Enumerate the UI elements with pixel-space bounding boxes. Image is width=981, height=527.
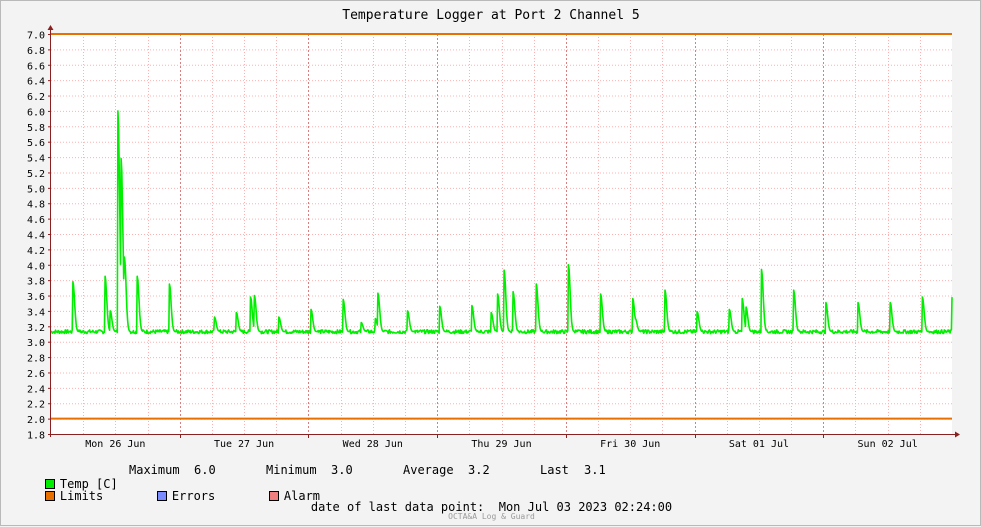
y-tick-label: 5.2 xyxy=(27,169,45,180)
y-tick-label: 2.8 xyxy=(27,354,45,365)
y-tick-label: 4.4 xyxy=(27,231,45,242)
temp-series-line xyxy=(50,110,953,335)
x-tick-label: Mon 26 Jun xyxy=(85,439,145,450)
y-tick-label: 1.8 xyxy=(27,431,45,442)
y-tick-label: 3.2 xyxy=(27,323,45,334)
y-tick-label: 4.0 xyxy=(27,261,45,272)
last-label: Last xyxy=(540,463,569,477)
y-tick-label: 2.6 xyxy=(27,369,45,380)
x-tick-label: Wed 28 Jun xyxy=(343,439,403,450)
y-tick-label: 3.0 xyxy=(27,338,45,349)
last-value: 3.1 xyxy=(584,463,606,477)
y-axis-arrow xyxy=(47,25,54,30)
y-tick-label: 5.6 xyxy=(27,138,45,149)
legend-row-alarm: Alarm xyxy=(240,475,320,517)
y-tick-label: 6.6 xyxy=(27,61,45,72)
y-tick-label: 3.8 xyxy=(27,277,45,288)
minimum-label: Minimum xyxy=(266,463,317,477)
average-value: 3.2 xyxy=(468,463,490,477)
x-axis-arrow xyxy=(955,431,960,438)
y-tick-label: 4.2 xyxy=(27,246,45,257)
errors-swatch xyxy=(156,491,167,501)
y-tick-label: 2.0 xyxy=(27,415,45,426)
legend-errors-label: Errors xyxy=(171,489,216,503)
y-tick-label: 4.6 xyxy=(27,215,45,226)
last-data-point-value: Mon Jul 03 2023 02:24:00 xyxy=(498,500,673,514)
x-tick-label: Tue 27 Jun xyxy=(214,439,274,450)
x-tick-label: Sat 01 Jul xyxy=(729,439,789,450)
legend-alarm-label: Alarm xyxy=(283,489,321,503)
legend-row-errors: Errors xyxy=(128,475,215,517)
maximum-value: 6.0 xyxy=(194,463,216,477)
minimum-value: 3.0 xyxy=(331,463,353,477)
chart-title: Temperature Logger at Port 2 Channel 5 xyxy=(342,8,639,23)
y-tick-label: 5.0 xyxy=(27,184,45,195)
maximum-label: Maximum xyxy=(129,463,180,477)
legend-row-limits: Limits xyxy=(16,475,103,517)
y-tick-label: 6.4 xyxy=(27,77,45,88)
y-tick-label: 7.0 xyxy=(27,31,45,42)
y-tick-label: 6.0 xyxy=(27,107,45,118)
y-tick-label: 2.4 xyxy=(27,384,45,395)
y-tick-label: 3.6 xyxy=(27,292,45,303)
x-tick-label: Sun 02 Jul xyxy=(858,439,918,450)
y-tick-label: 2.2 xyxy=(27,400,45,411)
y-tick-label: 4.8 xyxy=(27,200,45,211)
watermark: OCTA&A Log & Guard xyxy=(448,512,535,521)
legend-limits-label: Limits xyxy=(59,489,104,503)
y-tick-label: 6.8 xyxy=(27,46,45,57)
x-tick-label: Fri 30 Jun xyxy=(600,439,660,450)
legend-temp-label: Temp [C] xyxy=(59,477,118,491)
last-data-point: date of last data point: Mon Jul 03 2023… xyxy=(1,500,981,514)
y-tick-label: 5.8 xyxy=(27,123,45,134)
x-tick-label: Thu 29 Jun xyxy=(471,439,531,450)
y-tick-label: 6.2 xyxy=(27,92,45,103)
limits-swatch xyxy=(44,491,55,501)
y-tick-label: 5.4 xyxy=(27,154,45,165)
alarm-swatch xyxy=(268,491,279,501)
legend-row-temp: Temp [C] xyxy=(16,463,118,505)
average-label: Average xyxy=(403,463,454,477)
last-data-point-label: date of last data point: xyxy=(310,500,485,514)
temp-swatch xyxy=(44,479,55,489)
y-tick-label: 3.4 xyxy=(27,307,45,318)
